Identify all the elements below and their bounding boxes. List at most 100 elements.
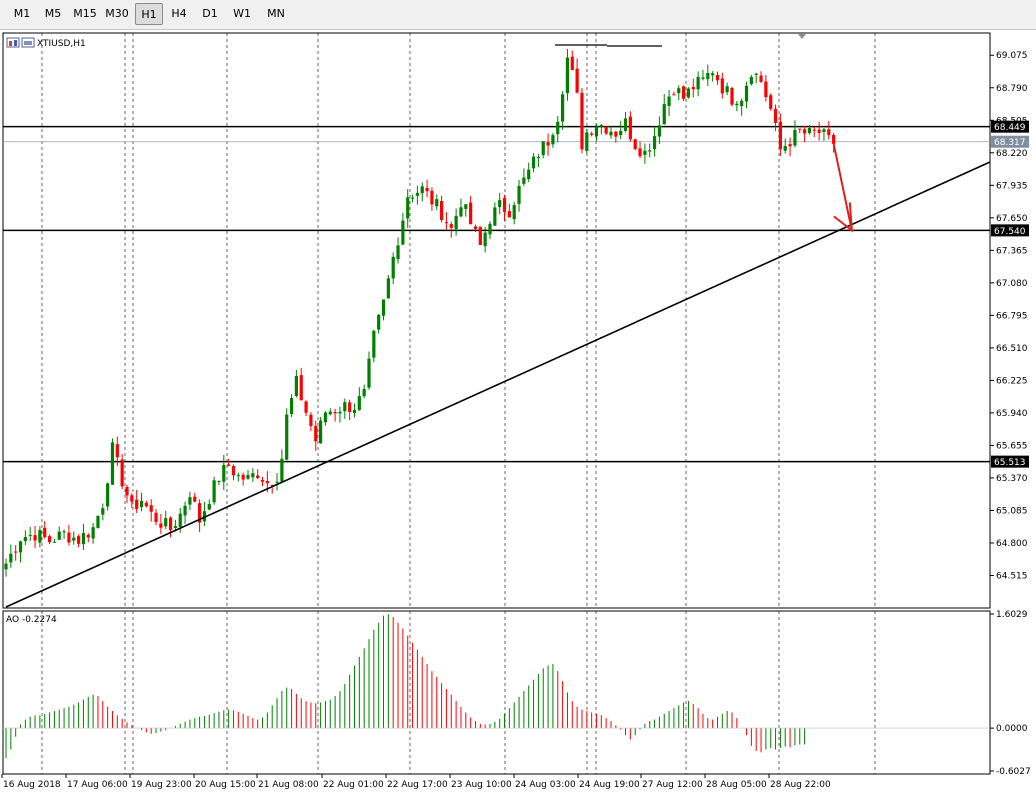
candle-body — [672, 94, 676, 96]
candle-body — [749, 77, 753, 85]
candle-body — [323, 412, 328, 423]
candle-body — [251, 473, 255, 478]
timeframe-m15-button[interactable]: M15 — [73, 7, 97, 20]
candle-body — [725, 86, 729, 93]
candle-body — [420, 186, 424, 194]
timeframe-m1-button[interactable]: M1 — [13, 7, 31, 20]
price-axis-label: 67.650 — [996, 214, 1028, 224]
candle-body — [483, 232, 487, 247]
candle-body — [285, 414, 289, 460]
candle-body — [9, 553, 13, 563]
candle-body — [338, 411, 342, 414]
candle-body — [62, 531, 66, 533]
candle-body — [357, 396, 361, 410]
candle-body — [594, 126, 599, 137]
candle-body — [188, 497, 192, 505]
candle-body — [106, 483, 110, 507]
candle-body — [832, 134, 836, 144]
timeframe-h1-button[interactable]: H1 — [135, 3, 163, 25]
candle-body — [52, 541, 56, 543]
candle-body — [28, 534, 32, 536]
timeframe-mn-button[interactable]: MN — [267, 7, 285, 20]
candle-body — [67, 532, 71, 543]
candle-body — [265, 481, 269, 484]
time-axis-label: 27 Aug 12:00 — [642, 780, 703, 790]
candle-body — [817, 129, 821, 133]
candle-body — [788, 144, 792, 147]
candle-body — [164, 518, 168, 527]
candle-body — [381, 299, 386, 316]
level-price-tag — [991, 120, 1029, 133]
price-axis-label: 67.935 — [996, 181, 1028, 191]
candle-body — [464, 204, 468, 209]
time-axis-label: 20 Aug 15:00 — [195, 780, 256, 790]
candle-body — [643, 150, 647, 155]
candle-body — [410, 197, 415, 199]
candle-body — [227, 464, 231, 466]
candle-body — [575, 68, 579, 93]
price-axis-label: 68.505 — [996, 116, 1028, 126]
candle-body — [677, 88, 681, 94]
candle-body — [246, 474, 250, 479]
main-panel-frame — [2, 32, 991, 609]
timeframe-h4-button[interactable]: H4 — [171, 7, 187, 20]
candle-body — [657, 125, 661, 137]
price-axis-label: 64.800 — [996, 539, 1028, 549]
candle-body — [333, 411, 337, 414]
chart-window-icon-bar — [9, 41, 12, 46]
candle-body — [512, 205, 516, 220]
candle-body — [473, 226, 478, 229]
timeframe-w1-button[interactable]: W1 — [233, 7, 251, 20]
candle-body — [4, 563, 8, 570]
time-axis-label: 28 Aug 05:00 — [706, 780, 767, 790]
candle-body — [14, 551, 18, 553]
candle-body — [517, 185, 521, 204]
ao-axis-label: 1.6029 — [996, 610, 1028, 620]
candle-body — [585, 132, 589, 151]
candle-body — [120, 459, 124, 487]
candle-body — [454, 215, 458, 230]
candle-body — [478, 226, 482, 245]
time-axis-label: 16 Aug 2018 — [3, 780, 61, 790]
candlestick-series — [4, 48, 836, 577]
candle-body — [304, 401, 308, 413]
candle-body — [590, 133, 594, 135]
timeframe-m30-button[interactable]: M30 — [105, 7, 129, 20]
candle-body — [217, 480, 221, 482]
candle-body — [638, 148, 642, 157]
horizontal-levels: 68.449 67.540 65.513 68.317 — [3, 120, 1029, 468]
candle-body — [531, 156, 536, 169]
candle-body — [652, 136, 657, 150]
price-axis-label: 65.940 — [996, 409, 1028, 419]
candle-body — [803, 129, 807, 134]
candle-body — [440, 200, 444, 220]
candle-body — [207, 504, 211, 510]
candle-body — [352, 409, 357, 414]
candle-body — [280, 458, 284, 482]
candle-body — [222, 464, 226, 482]
candle-body — [270, 484, 274, 486]
candle-body — [459, 207, 463, 217]
candle-body — [57, 531, 61, 540]
candle-body — [527, 169, 531, 180]
candle-body — [96, 515, 100, 528]
price-axis-label: 68.220 — [996, 149, 1028, 159]
candle-body — [154, 512, 158, 522]
candle-body — [754, 73, 758, 75]
projection-arrow-shaft — [832, 143, 853, 231]
candle-body — [309, 414, 313, 427]
candle-body — [435, 199, 439, 207]
candle-body — [38, 530, 42, 543]
timeframe-m5-button[interactable]: M5 — [44, 7, 62, 20]
candle-body — [444, 222, 449, 224]
candle-body — [406, 197, 410, 219]
candle-body — [101, 508, 105, 515]
timeframe-d1-button[interactable]: D1 — [202, 7, 218, 20]
candle-body — [81, 532, 86, 545]
candle-body — [536, 157, 540, 159]
candle-body — [314, 425, 318, 442]
price-axis-label: 66.225 — [996, 376, 1028, 386]
price-axis-label: 69.075 — [996, 51, 1028, 61]
time-axis-label: 24 Aug 19:00 — [579, 780, 640, 790]
candle-body — [386, 278, 390, 299]
